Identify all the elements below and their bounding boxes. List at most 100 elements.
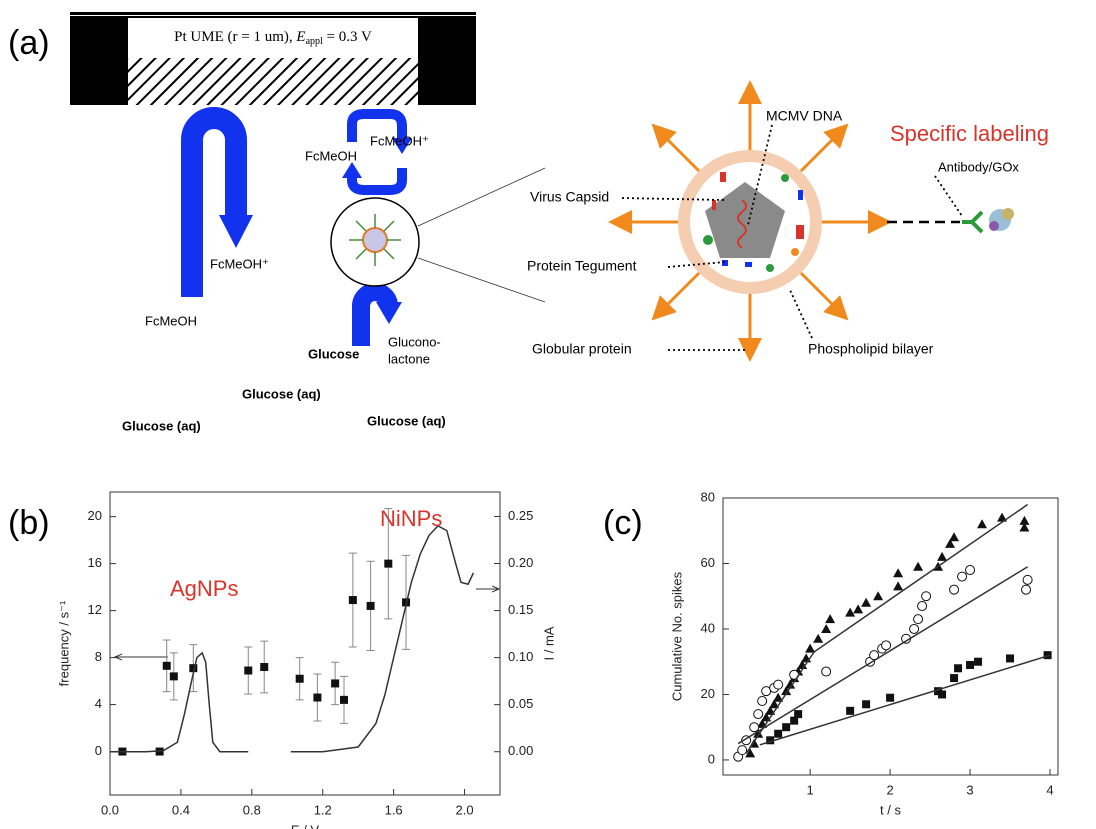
line-series — [745, 503, 1029, 754]
point — [749, 722, 760, 733]
y-tick-label: 0 — [708, 751, 715, 766]
y-axis-label: Cumulative No. spikes — [669, 571, 684, 701]
y-tick-label: 0 — [95, 743, 102, 758]
x-tick-label: 3 — [966, 782, 973, 797]
y-tick-label: 20 — [701, 686, 715, 701]
point — [384, 559, 393, 568]
virus-label: Phospholipid bilayer — [808, 341, 934, 357]
species-label: FcMeOH — [305, 148, 357, 163]
x-tick-label: 4 — [1046, 782, 1053, 797]
text: E — [295, 29, 305, 45]
x-tick-label: 1.6 — [385, 802, 403, 817]
point — [950, 674, 959, 683]
x-tick-label: 1.2 — [314, 802, 332, 817]
x-tick-label: 0.0 — [101, 802, 119, 817]
species-label: Glucose (aq) — [242, 386, 321, 401]
line-series — [110, 524, 475, 753]
point — [821, 623, 832, 633]
y-tick-label: 4 — [95, 696, 102, 711]
virus-label: Specific labeling — [890, 121, 1049, 146]
point — [774, 729, 783, 738]
virus — [608, 80, 1014, 362]
point — [909, 623, 920, 634]
virus-label: MCMV DNA — [766, 108, 843, 124]
point — [921, 591, 932, 602]
species-label: FcMeOH⁺ — [370, 133, 429, 148]
point — [966, 660, 975, 669]
point — [766, 736, 775, 745]
x-tick-label: 2 — [886, 782, 893, 797]
point — [845, 607, 856, 617]
point — [295, 674, 304, 683]
plot-frame — [722, 497, 1059, 776]
point — [757, 696, 768, 707]
point — [781, 686, 792, 696]
point — [244, 666, 253, 675]
point — [846, 706, 855, 715]
point — [189, 664, 198, 673]
electrode-label: Pt UME (r = 1 um), Eappl = 0.3 V — [174, 29, 372, 47]
point — [945, 538, 956, 548]
line-series — [759, 654, 1051, 746]
annotation: NiNPs — [380, 506, 442, 531]
point — [913, 561, 924, 571]
point — [977, 519, 988, 529]
point — [1022, 574, 1033, 585]
y2-axis-label: I / mA — [541, 626, 556, 660]
panel-label: (c) — [603, 504, 643, 542]
y-tick-label: 8 — [95, 649, 102, 664]
point — [794, 710, 803, 719]
plot-frame — [109, 491, 501, 796]
y-tick-label: 80 — [701, 489, 715, 504]
y2-tick-label: 0.20 — [508, 555, 533, 570]
y-tick-label: 16 — [88, 555, 102, 570]
point — [862, 700, 871, 709]
point — [348, 596, 357, 605]
point — [873, 591, 884, 601]
point — [949, 532, 960, 542]
point — [937, 551, 948, 561]
point — [853, 604, 864, 614]
point — [893, 581, 904, 591]
x-axis-label: t / s — [880, 802, 901, 817]
point — [753, 709, 764, 720]
point — [785, 679, 796, 689]
x-axis-label: E / V — [291, 822, 320, 829]
point — [861, 597, 872, 607]
charts: 0.0 0.4 0.8 1.2 1.6 2.00481216200.000.050.100… — [56, 489, 1059, 829]
point — [162, 661, 171, 670]
point — [340, 695, 348, 704]
point — [949, 584, 960, 595]
point — [753, 728, 764, 738]
virus-label: Globular protein — [532, 341, 632, 357]
annotation: AgNPs — [170, 576, 238, 601]
electrode: Pt UME (r = 1 um), Eappl = 0.3 V — [70, 12, 476, 105]
point — [790, 716, 799, 725]
species-label: Glucose (aq) — [122, 418, 201, 433]
species-label: Glucono- — [388, 334, 441, 349]
point — [997, 512, 1008, 522]
point — [917, 601, 928, 612]
point — [331, 679, 340, 688]
point — [313, 693, 322, 702]
y2-tick-label: 0.10 — [508, 649, 533, 664]
point — [769, 699, 780, 709]
point — [886, 693, 895, 702]
point — [893, 568, 904, 578]
point — [169, 672, 178, 681]
x-tick-label: 2.0 — [456, 802, 474, 817]
point — [773, 679, 784, 690]
text: = 0.3 V — [323, 29, 372, 45]
point — [965, 565, 976, 576]
text: appl — [306, 36, 323, 47]
x-tick-label: 0.4 — [172, 802, 190, 817]
arrow-heads — [219, 138, 412, 324]
point — [260, 662, 269, 671]
point — [881, 640, 892, 651]
point — [938, 690, 947, 699]
point — [1019, 515, 1030, 525]
panel-label: (a) — [8, 24, 50, 62]
blue-arrows — [181, 107, 407, 346]
line-series — [737, 566, 1029, 745]
